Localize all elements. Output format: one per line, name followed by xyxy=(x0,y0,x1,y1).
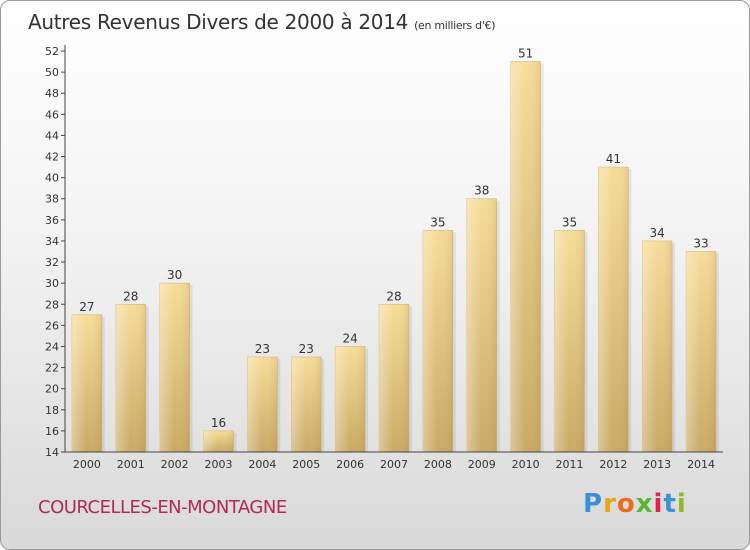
data-label-2001: 28 xyxy=(123,289,138,303)
bar-highlight xyxy=(335,346,366,452)
y-tick-label: 48 xyxy=(45,87,59,100)
y-tick-label: 20 xyxy=(45,383,59,396)
y-tick-label: 34 xyxy=(45,235,59,248)
x-tick-label: 2012 xyxy=(599,458,627,471)
data-label-2006: 24 xyxy=(342,331,357,345)
logo-letter: o xyxy=(616,489,636,519)
city-name: COURCELLES-EN-MONTAGNE xyxy=(38,497,287,518)
bar-highlight xyxy=(247,357,278,452)
x-tick-label: 2002 xyxy=(161,458,189,471)
y-tick-label: 46 xyxy=(45,108,59,121)
y-tick-label: 36 xyxy=(45,214,59,227)
logo-letter: r xyxy=(603,489,617,519)
x-tick-label: 2008 xyxy=(424,458,452,471)
y-tick-label: 40 xyxy=(45,172,59,185)
bar-highlight xyxy=(159,283,190,452)
data-label-2011: 35 xyxy=(562,215,577,229)
y-tick-label: 26 xyxy=(45,319,59,332)
x-tick-label: 2013 xyxy=(643,458,671,471)
y-tick-label: 16 xyxy=(45,425,59,438)
x-tick-label: 2014 xyxy=(687,458,715,471)
x-tick-label: 2006 xyxy=(336,458,364,471)
logo-letter: t xyxy=(663,489,677,519)
x-tick-label: 2003 xyxy=(205,458,233,471)
y-tick-label: 30 xyxy=(45,277,59,290)
logo-letter: i xyxy=(676,489,687,519)
bar-highlight xyxy=(115,304,146,452)
data-label-2013: 34 xyxy=(650,226,665,240)
y-tick-label: 44 xyxy=(45,129,59,142)
y-tick-label: 32 xyxy=(45,256,59,269)
logo-letter: x xyxy=(635,489,654,519)
chart-title: Autres Revenus Divers de 2000 à 2014 (en … xyxy=(28,10,496,34)
bar-highlight xyxy=(291,357,322,452)
data-label-2012: 41 xyxy=(606,152,621,166)
y-tick-label: 22 xyxy=(45,362,59,375)
bar-highlight xyxy=(203,430,234,452)
bar-highlight xyxy=(466,198,497,452)
bar-highlight xyxy=(642,240,673,452)
y-tick-label: 14 xyxy=(45,446,59,459)
title-text: Autres Revenus Divers de 2000 à 2014 xyxy=(28,10,409,34)
data-label-2002: 30 xyxy=(167,268,182,282)
data-label-2007: 28 xyxy=(386,289,401,303)
logo-letter: P xyxy=(583,489,604,519)
y-tick-label: 28 xyxy=(45,298,59,311)
x-tick-label: 2009 xyxy=(468,458,496,471)
data-label-2009: 38 xyxy=(474,184,489,198)
data-label-2000: 27 xyxy=(79,300,94,314)
x-tick-label: 2010 xyxy=(512,458,540,471)
y-tick-label: 52 xyxy=(45,45,59,58)
x-tick-label: 2004 xyxy=(248,458,276,471)
title-unit: (en milliers d'€) xyxy=(414,19,496,32)
data-label-2014: 33 xyxy=(693,237,708,251)
bar-highlight xyxy=(379,304,409,452)
y-tick-label: 18 xyxy=(45,404,59,417)
x-tick-label: 2007 xyxy=(380,458,408,471)
x-tick-label: 2005 xyxy=(292,458,320,471)
proxiti-logo: Proxiti xyxy=(583,489,687,519)
y-tick-label: 50 xyxy=(45,66,59,79)
data-label-2010: 51 xyxy=(518,47,533,61)
y-tick-label: 42 xyxy=(45,151,59,164)
bar-highlight xyxy=(554,230,585,452)
bar-highlight xyxy=(422,230,453,452)
data-label-2005: 23 xyxy=(299,342,314,356)
x-tick-label: 2011 xyxy=(555,458,583,471)
y-tick-label: 38 xyxy=(45,193,59,206)
y-tick-label: 24 xyxy=(45,340,59,353)
bar-highlight xyxy=(686,251,716,452)
data-label-2003: 16 xyxy=(211,416,226,430)
x-tick-label: 2000 xyxy=(73,458,101,471)
bar-highlight xyxy=(510,61,541,452)
bar-highlight xyxy=(72,314,102,452)
logo-letter: i xyxy=(653,489,664,519)
bar-highlight xyxy=(598,167,629,452)
data-label-2008: 35 xyxy=(430,215,445,229)
x-tick-label: 2001 xyxy=(117,458,145,471)
data-label-2004: 23 xyxy=(255,342,270,356)
